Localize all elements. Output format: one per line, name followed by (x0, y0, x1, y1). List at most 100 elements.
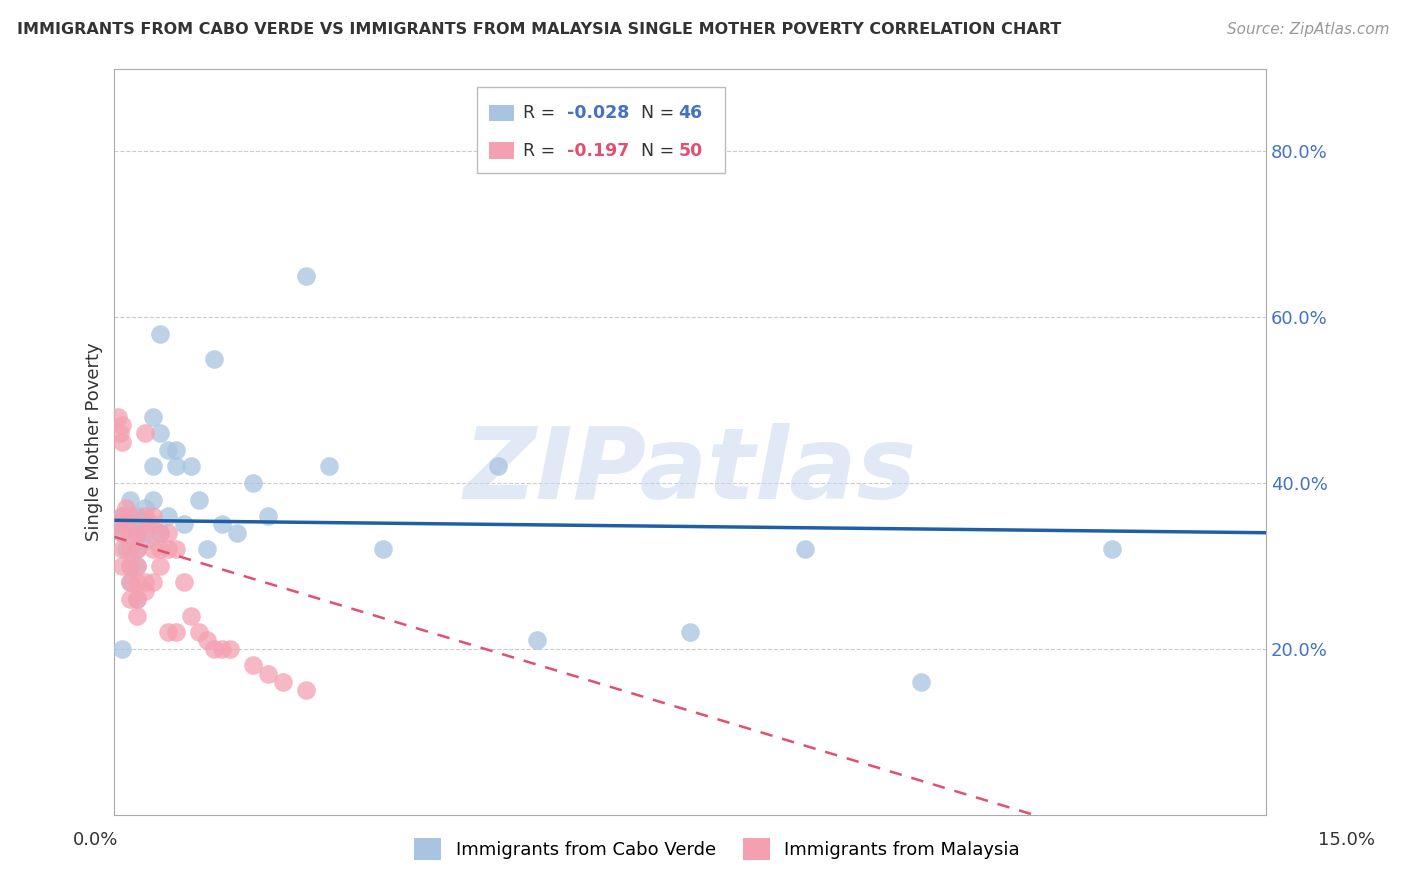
Point (134, 583, 156, 598)
Text: 0.0%: 0.0% (73, 831, 118, 849)
Point (218, 641, 240, 656)
Point (149, 542, 172, 557)
FancyBboxPatch shape (489, 143, 515, 159)
Point (127, 542, 149, 557)
Point (142, 492, 165, 507)
Point (242, 475, 264, 490)
Point (111, 434, 134, 449)
Point (173, 575, 195, 590)
Point (149, 525, 172, 540)
Point (127, 525, 149, 540)
Point (149, 426, 172, 441)
Point (134, 575, 156, 590)
Text: N =: N = (630, 104, 681, 122)
Point (111, 558, 134, 573)
Point (134, 509, 156, 524)
Point (134, 525, 156, 540)
Point (142, 575, 165, 590)
Text: R =: R = (523, 104, 561, 122)
Point (202, 351, 225, 366)
Point (180, 459, 202, 474)
Point (134, 426, 156, 441)
Point (149, 326, 172, 341)
Point (187, 625, 209, 640)
Point (165, 442, 187, 457)
Point (111, 525, 134, 540)
Point (180, 608, 202, 623)
Point (127, 509, 149, 524)
Point (142, 459, 165, 474)
Point (486, 459, 509, 474)
Text: Source: ZipAtlas.com: Source: ZipAtlas.com (1226, 22, 1389, 37)
Point (165, 459, 187, 474)
Point (111, 509, 134, 524)
Point (134, 500, 156, 515)
Point (142, 542, 165, 557)
Point (134, 534, 156, 549)
Point (115, 542, 138, 557)
Legend: Immigrants from Cabo Verde, Immigrants from Malaysia: Immigrants from Cabo Verde, Immigrants f… (406, 830, 1028, 867)
Text: 50: 50 (679, 142, 703, 160)
FancyBboxPatch shape (489, 105, 515, 121)
Point (187, 492, 209, 507)
Point (127, 575, 149, 590)
Point (910, 674, 932, 689)
Point (242, 658, 264, 673)
Point (226, 525, 249, 540)
Point (127, 542, 149, 557)
Point (211, 517, 233, 532)
Point (157, 542, 180, 557)
Point (157, 525, 180, 540)
Point (111, 525, 134, 540)
Point (108, 426, 131, 441)
Point (211, 641, 233, 656)
Point (118, 509, 141, 524)
Point (111, 417, 134, 432)
Text: ZIPatlas: ZIPatlas (464, 423, 917, 520)
Point (134, 517, 156, 532)
FancyBboxPatch shape (477, 87, 724, 173)
Point (122, 517, 145, 532)
Point (127, 525, 149, 540)
Point (526, 633, 548, 648)
Point (111, 542, 134, 557)
Point (149, 558, 172, 573)
Point (165, 625, 187, 640)
Y-axis label: Single Mother Poverty: Single Mother Poverty (86, 343, 103, 541)
Text: 46: 46 (679, 104, 703, 122)
Point (142, 509, 165, 524)
Point (273, 674, 295, 689)
Point (118, 525, 141, 540)
Point (127, 558, 149, 573)
Point (157, 442, 180, 457)
Point (118, 492, 141, 507)
Point (118, 575, 141, 590)
Point (157, 625, 180, 640)
Point (165, 542, 187, 557)
Point (195, 542, 218, 557)
Point (107, 409, 129, 424)
Point (105, 517, 128, 532)
Point (118, 592, 141, 607)
Point (202, 641, 225, 656)
Point (127, 608, 149, 623)
Point (195, 633, 218, 648)
Text: IMMIGRANTS FROM CABO VERDE VS IMMIGRANTS FROM MALAYSIA SINGLE MOTHER POVERTY COR: IMMIGRANTS FROM CABO VERDE VS IMMIGRANTS… (17, 22, 1062, 37)
Point (257, 509, 280, 524)
Point (679, 625, 702, 640)
Point (127, 592, 149, 607)
Point (118, 509, 141, 524)
Point (115, 500, 138, 515)
Point (295, 268, 318, 283)
Point (1101, 542, 1123, 557)
Point (107, 513, 129, 527)
Point (257, 666, 280, 681)
Point (118, 558, 141, 573)
Point (111, 509, 134, 524)
Point (295, 683, 318, 698)
Point (149, 525, 172, 540)
Point (118, 558, 141, 573)
Point (111, 641, 134, 656)
Point (142, 409, 165, 424)
Point (173, 517, 195, 532)
